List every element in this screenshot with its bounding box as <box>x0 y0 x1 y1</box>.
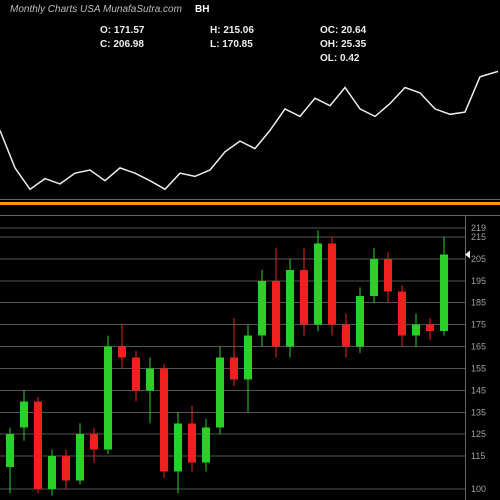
svg-text:215: 215 <box>471 232 486 242</box>
svg-text:165: 165 <box>471 342 486 352</box>
chart-root: Monthly Charts USA MunafaSutra.com BH O:… <box>0 0 500 500</box>
svg-text:115: 115 <box>471 451 485 461</box>
svg-text:219: 219 <box>471 223 486 233</box>
svg-text:145: 145 <box>471 385 486 395</box>
panel-separator <box>0 202 500 205</box>
lower-svg: 100 115 125 135 145 155 165 175 185 195 205 215219 <box>0 215 500 500</box>
ohlc-high: H: 215.06 <box>210 24 254 38</box>
svg-text:135: 135 <box>471 407 486 417</box>
svg-text:155: 155 <box>471 363 486 373</box>
svg-text:125: 125 <box>471 429 486 439</box>
svg-text:185: 185 <box>471 298 486 308</box>
ticker-symbol: BH <box>195 4 209 15</box>
svg-text:205: 205 <box>471 254 486 264</box>
ohlc-oc: OC: 20.64 <box>320 24 366 38</box>
ohlc-col-1: O: 171.57 C: 206.98 <box>100 24 144 52</box>
site-label: Monthly Charts USA MunafaSutra.com <box>10 4 182 15</box>
upper-line-chart <box>0 50 500 200</box>
ohlc-open: O: 171.57 <box>100 24 144 38</box>
svg-text:100: 100 <box>471 484 486 494</box>
svg-text:175: 175 <box>471 320 486 330</box>
upper-svg <box>0 50 500 200</box>
ohlc-col-2: H: 215.06 L: 170.85 <box>210 24 254 52</box>
lower-candlestick-chart: 100 115 125 135 145 155 165 175 185 195 205 215219 <box>0 215 500 500</box>
svg-text:195: 195 <box>471 276 486 286</box>
